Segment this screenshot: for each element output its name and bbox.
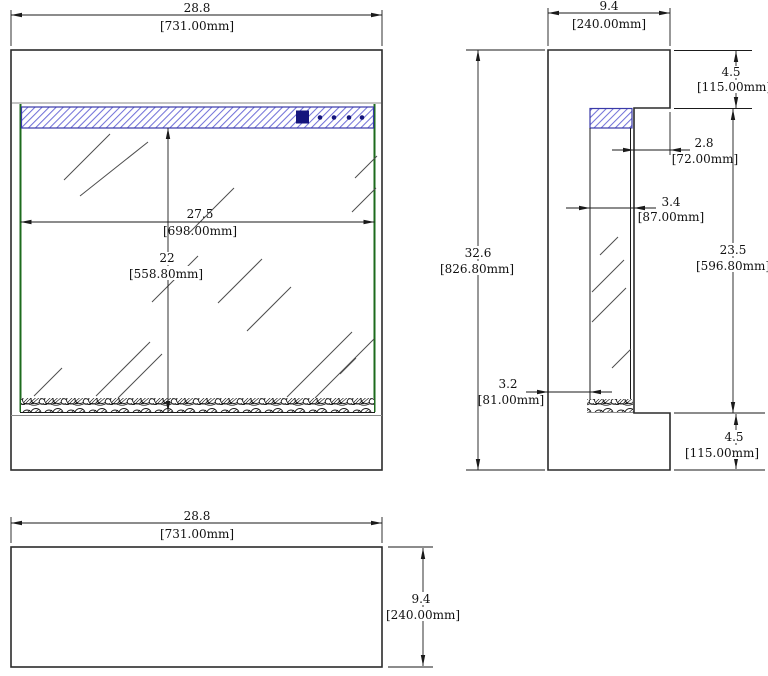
dim-side-glass-face: 2.8 [72.00mm]: [612, 112, 738, 166]
dim-side-bottom-mm: [115.00mm]: [685, 446, 759, 460]
display-icon: [296, 110, 309, 124]
pebbles: [587, 399, 633, 412]
dim-side-opening: 23.5 [596.80mm]: [674, 109, 768, 414]
dim-side-width-in: 9.4: [599, 0, 618, 13]
dim-front-inner-height: 22 [558.80mm]: [128, 128, 204, 412]
dim-front-width-in: 28.8: [184, 1, 211, 15]
dim-side-bottom-in: 4.5: [724, 430, 743, 444]
front-pebble-bed: [11, 398, 382, 416]
control-dot-icon: [359, 115, 365, 120]
dim-side-bottom: 4.5 [115.00mm]: [674, 414, 765, 471]
dim-side-height-in: 32.6: [465, 246, 492, 260]
bottom-outer-frame: [10, 546, 383, 668]
side-outline: [547, 49, 671, 471]
dim-side-depth: 3.4 [87.00mm]: [566, 195, 704, 224]
side-view: [547, 49, 671, 471]
dim-side-width-mm: [240.00mm]: [572, 17, 646, 31]
dim-front-inner-width: 27.5 [698.00mm]: [20, 207, 375, 238]
dim-bottom-depth-in: 9.4: [411, 592, 430, 606]
dim-front-inner-height-mm: [558.80mm]: [129, 267, 203, 281]
dim-bottom-depth-mm: [240.00mm]: [386, 608, 460, 622]
dim-bottom-width: 28.8 [731.00mm]: [10, 509, 383, 543]
dim-side-base-mm: [81.00mm]: [478, 393, 544, 407]
dim-side-base-in: 3.2: [498, 377, 517, 391]
dim-front-inner-width-in: 27.5: [187, 207, 214, 221]
dim-side-base: 3.2 [81.00mm]: [478, 377, 612, 407]
front-outer-frame: [10, 49, 383, 471]
dim-side-depth-in: 3.4: [661, 195, 680, 209]
control-dot-icon: [317, 115, 323, 120]
dim-side-height-mm: [826.80mm]: [440, 262, 514, 276]
dim-bottom-depth: 9.4 [240.00mm]: [386, 546, 460, 668]
dim-side-opening-mm: [596.80mm]: [696, 259, 768, 273]
bottom-view: [10, 546, 383, 668]
dim-side-opening-in: 23.5: [720, 243, 747, 257]
dim-bottom-width-in: 28.8: [184, 509, 211, 523]
dim-side-glass-face-mm: [72.00mm]: [672, 152, 738, 166]
front-view: [10, 49, 383, 471]
control-dot-icon: [331, 115, 337, 120]
dim-side-glass-face-in: 2.8: [694, 136, 713, 150]
pebbles: [21, 398, 374, 412]
dim-side-height: 32.6 [826.80mm]: [440, 49, 545, 471]
dim-side-top-mm: [115.00mm]: [697, 80, 768, 94]
dim-front-width: 28.8 [731.00mm]: [10, 1, 383, 46]
control-dot-icon: [346, 115, 352, 120]
dim-front-width-mm: [731.00mm]: [160, 19, 234, 33]
dim-side-depth-mm: [87.00mm]: [638, 210, 704, 224]
dim-front-inner-width-mm: [698.00mm]: [163, 224, 237, 238]
front-band-hatch: [20, 106, 375, 129]
side-band-hatch: [589, 107, 633, 129]
dim-bottom-width-mm: [731.00mm]: [160, 527, 234, 541]
front-top-band: [20, 106, 375, 129]
dim-front-inner-height-in: 22: [159, 251, 174, 265]
front-glass-hatch: [33, 133, 378, 399]
dim-side-top-in: 4.5: [721, 65, 740, 79]
dim-side-width: 9.4 [240.00mm]: [547, 0, 671, 46]
side-glass-hatch: [591, 236, 632, 369]
dim-side-top: 4.5 [115.00mm]: [674, 50, 768, 109]
